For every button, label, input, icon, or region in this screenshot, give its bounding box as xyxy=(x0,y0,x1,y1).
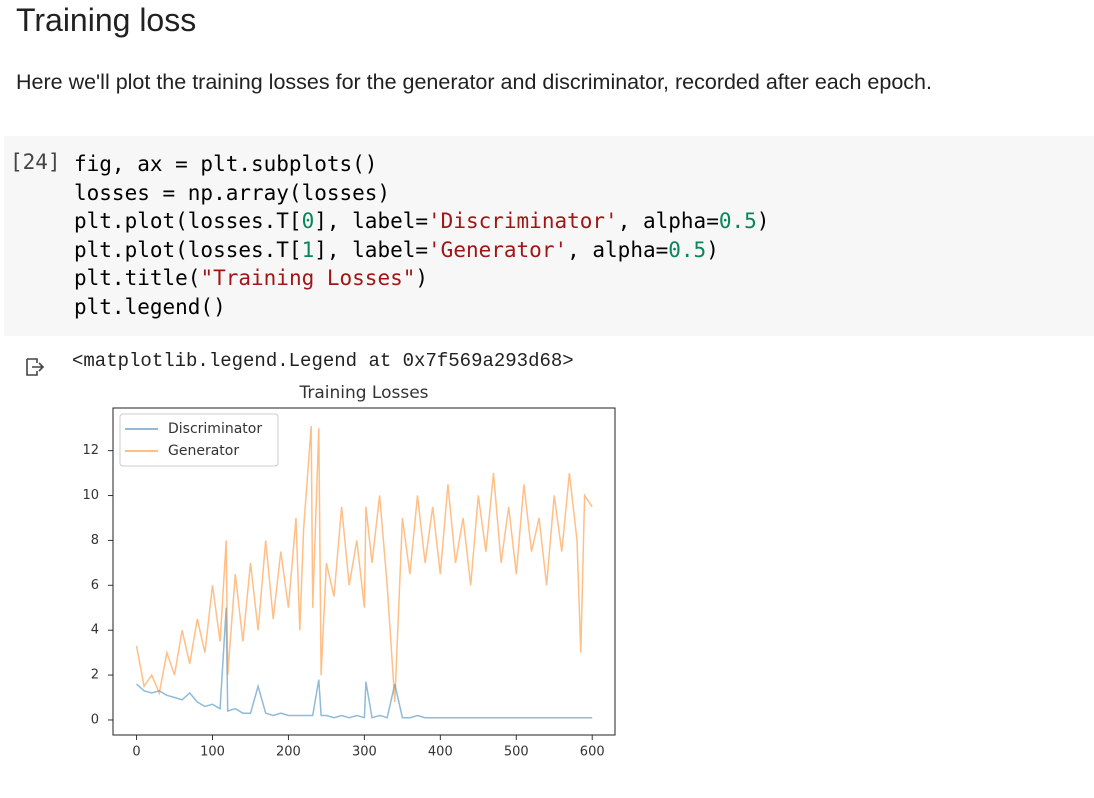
code-cell[interactable]: [24] fig, ax = plt.subplots() losses = np… xyxy=(4,136,1094,336)
x-tick-label: 600 xyxy=(580,745,605,760)
x-tick-label: 300 xyxy=(352,745,377,760)
output-icon[interactable] xyxy=(24,356,46,378)
code-token: , alpha= xyxy=(567,237,669,262)
legend-label: Generator xyxy=(168,443,239,459)
code-token: ], label= xyxy=(314,209,429,233)
x-tick-label: 100 xyxy=(200,745,225,760)
x-tick-label: 200 xyxy=(276,745,301,760)
code-line: plt.plot(losses.T[1], label='Generator',… xyxy=(74,236,769,265)
code-line: plt.plot(losses.T[0], label='Discriminat… xyxy=(74,207,769,236)
paragraph: Here we'll plot the training losses for … xyxy=(16,70,932,94)
y-tick-label: 0 xyxy=(91,712,99,727)
code-token: ) xyxy=(756,209,770,233)
code-line: fig, ax = plt.subplots() xyxy=(74,150,769,179)
code-token: ) xyxy=(706,237,719,262)
cell-prompt: [24] xyxy=(10,150,61,174)
y-tick-label: 12 xyxy=(82,443,99,458)
output-text: <matplotlib.legend.Legend at 0x7f569a293… xyxy=(72,350,574,372)
code-token: 0.5 xyxy=(718,209,757,233)
x-tick-label: 400 xyxy=(428,745,453,760)
code-token: 'Discriminator' xyxy=(428,209,618,233)
code-token: plt.plot(losses.T[ xyxy=(74,209,302,233)
chart: Training Losses 0 100 200 300 400 500 600 0 2 4 6 8 1… xyxy=(82,383,616,760)
code-line: losses = np.array(losses) xyxy=(74,179,769,208)
y-tick-label: 4 xyxy=(91,623,99,638)
chart-title: Training Losses xyxy=(298,383,428,403)
y-tick-label: 2 xyxy=(91,668,99,683)
code-token: plt.legend() xyxy=(74,294,226,319)
legend-label: Discriminator xyxy=(168,421,262,437)
x-tick-label: 0 xyxy=(132,745,140,760)
code-token: 1 xyxy=(301,237,315,262)
code-token: , alpha= xyxy=(617,209,719,233)
code-line: plt.title("Training Losses") xyxy=(74,264,769,293)
code-token: losses = np.array(losses) xyxy=(74,180,391,205)
legend-box xyxy=(119,413,279,467)
plot-frame xyxy=(112,407,616,736)
y-tick-label: 6 xyxy=(91,578,99,593)
code-token: 0.5 xyxy=(668,237,707,262)
code-token: 'Generator' xyxy=(428,237,568,262)
x-tick-label: 500 xyxy=(504,745,529,760)
code-token: plt.plot(losses.T[ xyxy=(74,237,302,262)
code: fig, ax = plt.subplots() losses = np.arra… xyxy=(74,150,769,321)
heading: Training loss xyxy=(16,2,197,38)
code-token: plt.title( xyxy=(74,266,201,290)
code-line: plt.legend() xyxy=(74,293,769,322)
y-tick-label: 10 xyxy=(82,488,99,503)
y-tick-label: 8 xyxy=(91,533,99,548)
code-token: "Training Losses" xyxy=(200,266,416,290)
code-token: ], label= xyxy=(314,237,429,262)
series-line xyxy=(135,425,593,703)
code-token: fig, ax = plt.subplots() xyxy=(74,152,378,176)
code-token: ) xyxy=(415,266,429,290)
series-line xyxy=(136,607,593,719)
code-token: 0 xyxy=(301,209,315,233)
